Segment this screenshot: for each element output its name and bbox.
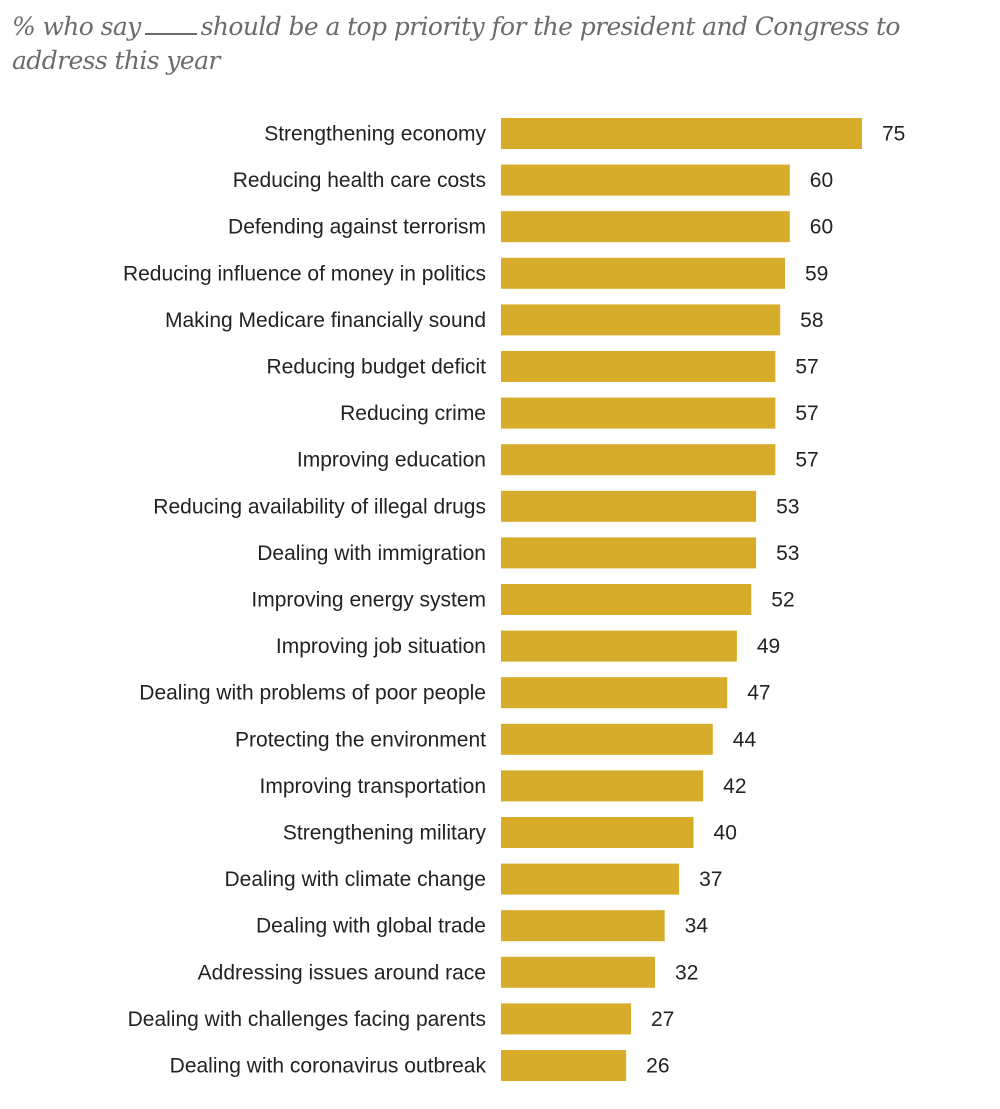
value-label: 75 xyxy=(882,123,905,146)
category-label: Reducing budget deficit xyxy=(267,356,487,379)
category-label: Reducing crime xyxy=(340,402,486,425)
category-label: Dealing with challenges facing parents xyxy=(128,1008,486,1031)
bar xyxy=(501,910,665,942)
bar xyxy=(501,1003,631,1035)
value-label: 42 xyxy=(723,775,746,798)
bar xyxy=(501,118,862,149)
category-label: Strengthening military xyxy=(283,822,487,845)
bar xyxy=(501,351,776,382)
category-label: Strengthening economy xyxy=(264,123,486,146)
bar xyxy=(501,677,728,709)
bar xyxy=(501,723,713,755)
subtitle-part-1: % who say xyxy=(12,12,141,41)
bar xyxy=(501,211,790,243)
bar xyxy=(501,257,785,289)
category-label: Protecting the environment xyxy=(235,728,486,751)
category-label: Improving transportation xyxy=(260,775,486,798)
category-label: Improving job situation xyxy=(276,635,486,658)
value-label: 52 xyxy=(771,589,794,612)
bar xyxy=(501,444,776,476)
bar xyxy=(501,304,781,336)
bar xyxy=(501,630,737,662)
value-label: 57 xyxy=(795,356,818,379)
category-label: Improving education xyxy=(297,449,486,472)
value-label: 53 xyxy=(776,542,799,565)
bar xyxy=(501,817,694,848)
blank-line xyxy=(144,15,197,35)
value-label: 47 xyxy=(747,682,770,705)
bar xyxy=(501,1050,627,1081)
value-label: 34 xyxy=(685,915,709,938)
bar xyxy=(501,863,680,895)
chart-subtitle: % who say should be a top priority for th… xyxy=(12,10,972,78)
value-label: 40 xyxy=(714,822,737,845)
bar xyxy=(501,164,790,196)
value-label: 49 xyxy=(757,635,780,658)
value-label: 53 xyxy=(776,495,799,518)
bar xyxy=(501,770,704,802)
bar xyxy=(501,397,776,429)
category-label: Dealing with problems of poor people xyxy=(139,682,486,705)
category-label: Making Medicare financially sound xyxy=(165,309,486,332)
bar xyxy=(501,584,752,615)
category-label: Dealing with climate change xyxy=(225,868,486,891)
subtitle-part-2: should be a top priority for the preside… xyxy=(12,12,900,75)
value-label: 60 xyxy=(810,216,833,239)
category-label: Reducing availability of illegal drugs xyxy=(153,495,486,518)
category-label: Defending against terrorism xyxy=(228,216,486,239)
bar xyxy=(501,956,656,988)
value-label: 58 xyxy=(800,309,823,332)
category-label: Dealing with coronavirus outbreak xyxy=(170,1055,487,1078)
category-label: Improving energy system xyxy=(251,589,486,612)
category-label: Reducing influence of money in politics xyxy=(123,262,486,285)
value-label: 57 xyxy=(795,449,818,472)
value-label: 27 xyxy=(651,1008,674,1031)
value-label: 37 xyxy=(699,868,722,891)
value-label: 32 xyxy=(675,961,698,984)
category-label: Dealing with global trade xyxy=(256,915,486,938)
value-label: 57 xyxy=(795,402,818,425)
value-label: 44 xyxy=(733,728,757,751)
value-label: 59 xyxy=(805,262,828,285)
bar xyxy=(501,490,757,522)
bar xyxy=(501,537,757,569)
value-label: 26 xyxy=(646,1055,669,1078)
category-label: Addressing issues around race xyxy=(198,961,486,984)
category-label: Dealing with immigration xyxy=(257,542,486,565)
category-label: Reducing health care costs xyxy=(233,169,486,192)
value-label: 60 xyxy=(810,169,833,192)
